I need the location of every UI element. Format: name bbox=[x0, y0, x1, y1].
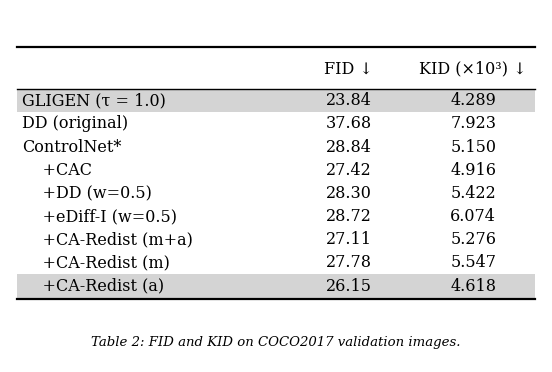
Text: 7.923: 7.923 bbox=[450, 115, 496, 132]
Text: 27.78: 27.78 bbox=[326, 254, 371, 272]
Text: GLIGEN (τ = 1.0): GLIGEN (τ = 1.0) bbox=[22, 92, 166, 109]
Text: 5.422: 5.422 bbox=[450, 185, 496, 202]
Text: +DD (w=0.5): +DD (w=0.5) bbox=[22, 185, 152, 202]
Text: 28.72: 28.72 bbox=[326, 208, 371, 225]
Text: 28.84: 28.84 bbox=[326, 139, 371, 155]
Text: 4.618: 4.618 bbox=[450, 278, 496, 295]
Text: 6.074: 6.074 bbox=[450, 208, 496, 225]
Text: +CAC: +CAC bbox=[22, 162, 92, 179]
Text: 37.68: 37.68 bbox=[326, 115, 371, 132]
Text: KID (×10³) ↓: KID (×10³) ↓ bbox=[420, 60, 527, 77]
Text: 23.84: 23.84 bbox=[326, 92, 371, 109]
Text: 5.150: 5.150 bbox=[450, 139, 496, 155]
Text: +CA-Redist (a): +CA-Redist (a) bbox=[22, 278, 164, 295]
Text: 26.15: 26.15 bbox=[326, 278, 371, 295]
Text: FID ↓: FID ↓ bbox=[324, 60, 373, 77]
Text: 5.276: 5.276 bbox=[450, 231, 496, 248]
Text: DD (original): DD (original) bbox=[22, 115, 128, 132]
Text: 28.30: 28.30 bbox=[326, 185, 371, 202]
Text: 4.289: 4.289 bbox=[450, 92, 496, 109]
Text: +CA-Redist (m): +CA-Redist (m) bbox=[22, 254, 170, 272]
Text: 27.42: 27.42 bbox=[326, 162, 371, 179]
Text: +eDiff-I (w=0.5): +eDiff-I (w=0.5) bbox=[22, 208, 177, 225]
Text: 4.916: 4.916 bbox=[450, 162, 496, 179]
Text: Table 2: FID and KID on COCO2017 validation images.: Table 2: FID and KID on COCO2017 validat… bbox=[91, 336, 461, 349]
Text: 5.547: 5.547 bbox=[450, 254, 496, 272]
Text: ControlNet*: ControlNet* bbox=[22, 139, 121, 155]
Text: 27.11: 27.11 bbox=[326, 231, 371, 248]
Text: +CA-Redist (m+a): +CA-Redist (m+a) bbox=[22, 231, 193, 248]
